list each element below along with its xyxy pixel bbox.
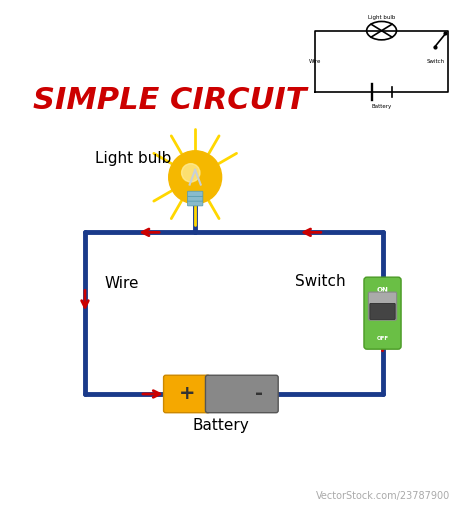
Text: VectorStock: VectorStock xyxy=(24,491,99,501)
Circle shape xyxy=(169,151,222,204)
Text: Battery: Battery xyxy=(372,104,392,109)
Text: VectorStock.com/23787900: VectorStock.com/23787900 xyxy=(316,491,450,501)
Circle shape xyxy=(182,164,200,182)
FancyBboxPatch shape xyxy=(364,277,401,349)
FancyBboxPatch shape xyxy=(187,201,203,206)
Text: Battery: Battery xyxy=(192,417,249,433)
Text: Wire: Wire xyxy=(309,59,321,64)
Text: Light bulb: Light bulb xyxy=(94,151,171,167)
FancyBboxPatch shape xyxy=(370,304,395,319)
Text: Switch: Switch xyxy=(427,59,445,64)
FancyBboxPatch shape xyxy=(368,292,397,320)
Circle shape xyxy=(173,155,217,199)
Text: +: + xyxy=(179,384,195,404)
Text: Wire: Wire xyxy=(104,276,139,291)
Text: ON: ON xyxy=(376,287,389,293)
Text: -: - xyxy=(255,384,264,404)
FancyBboxPatch shape xyxy=(164,375,210,413)
Circle shape xyxy=(181,162,210,192)
Text: OFF: OFF xyxy=(376,336,389,341)
Text: SIMPLE CIRCUIT: SIMPLE CIRCUIT xyxy=(33,86,306,114)
FancyBboxPatch shape xyxy=(205,375,278,413)
Text: Light bulb: Light bulb xyxy=(368,15,395,20)
Text: Switch: Switch xyxy=(295,274,346,289)
FancyBboxPatch shape xyxy=(187,191,203,196)
FancyBboxPatch shape xyxy=(187,196,203,201)
